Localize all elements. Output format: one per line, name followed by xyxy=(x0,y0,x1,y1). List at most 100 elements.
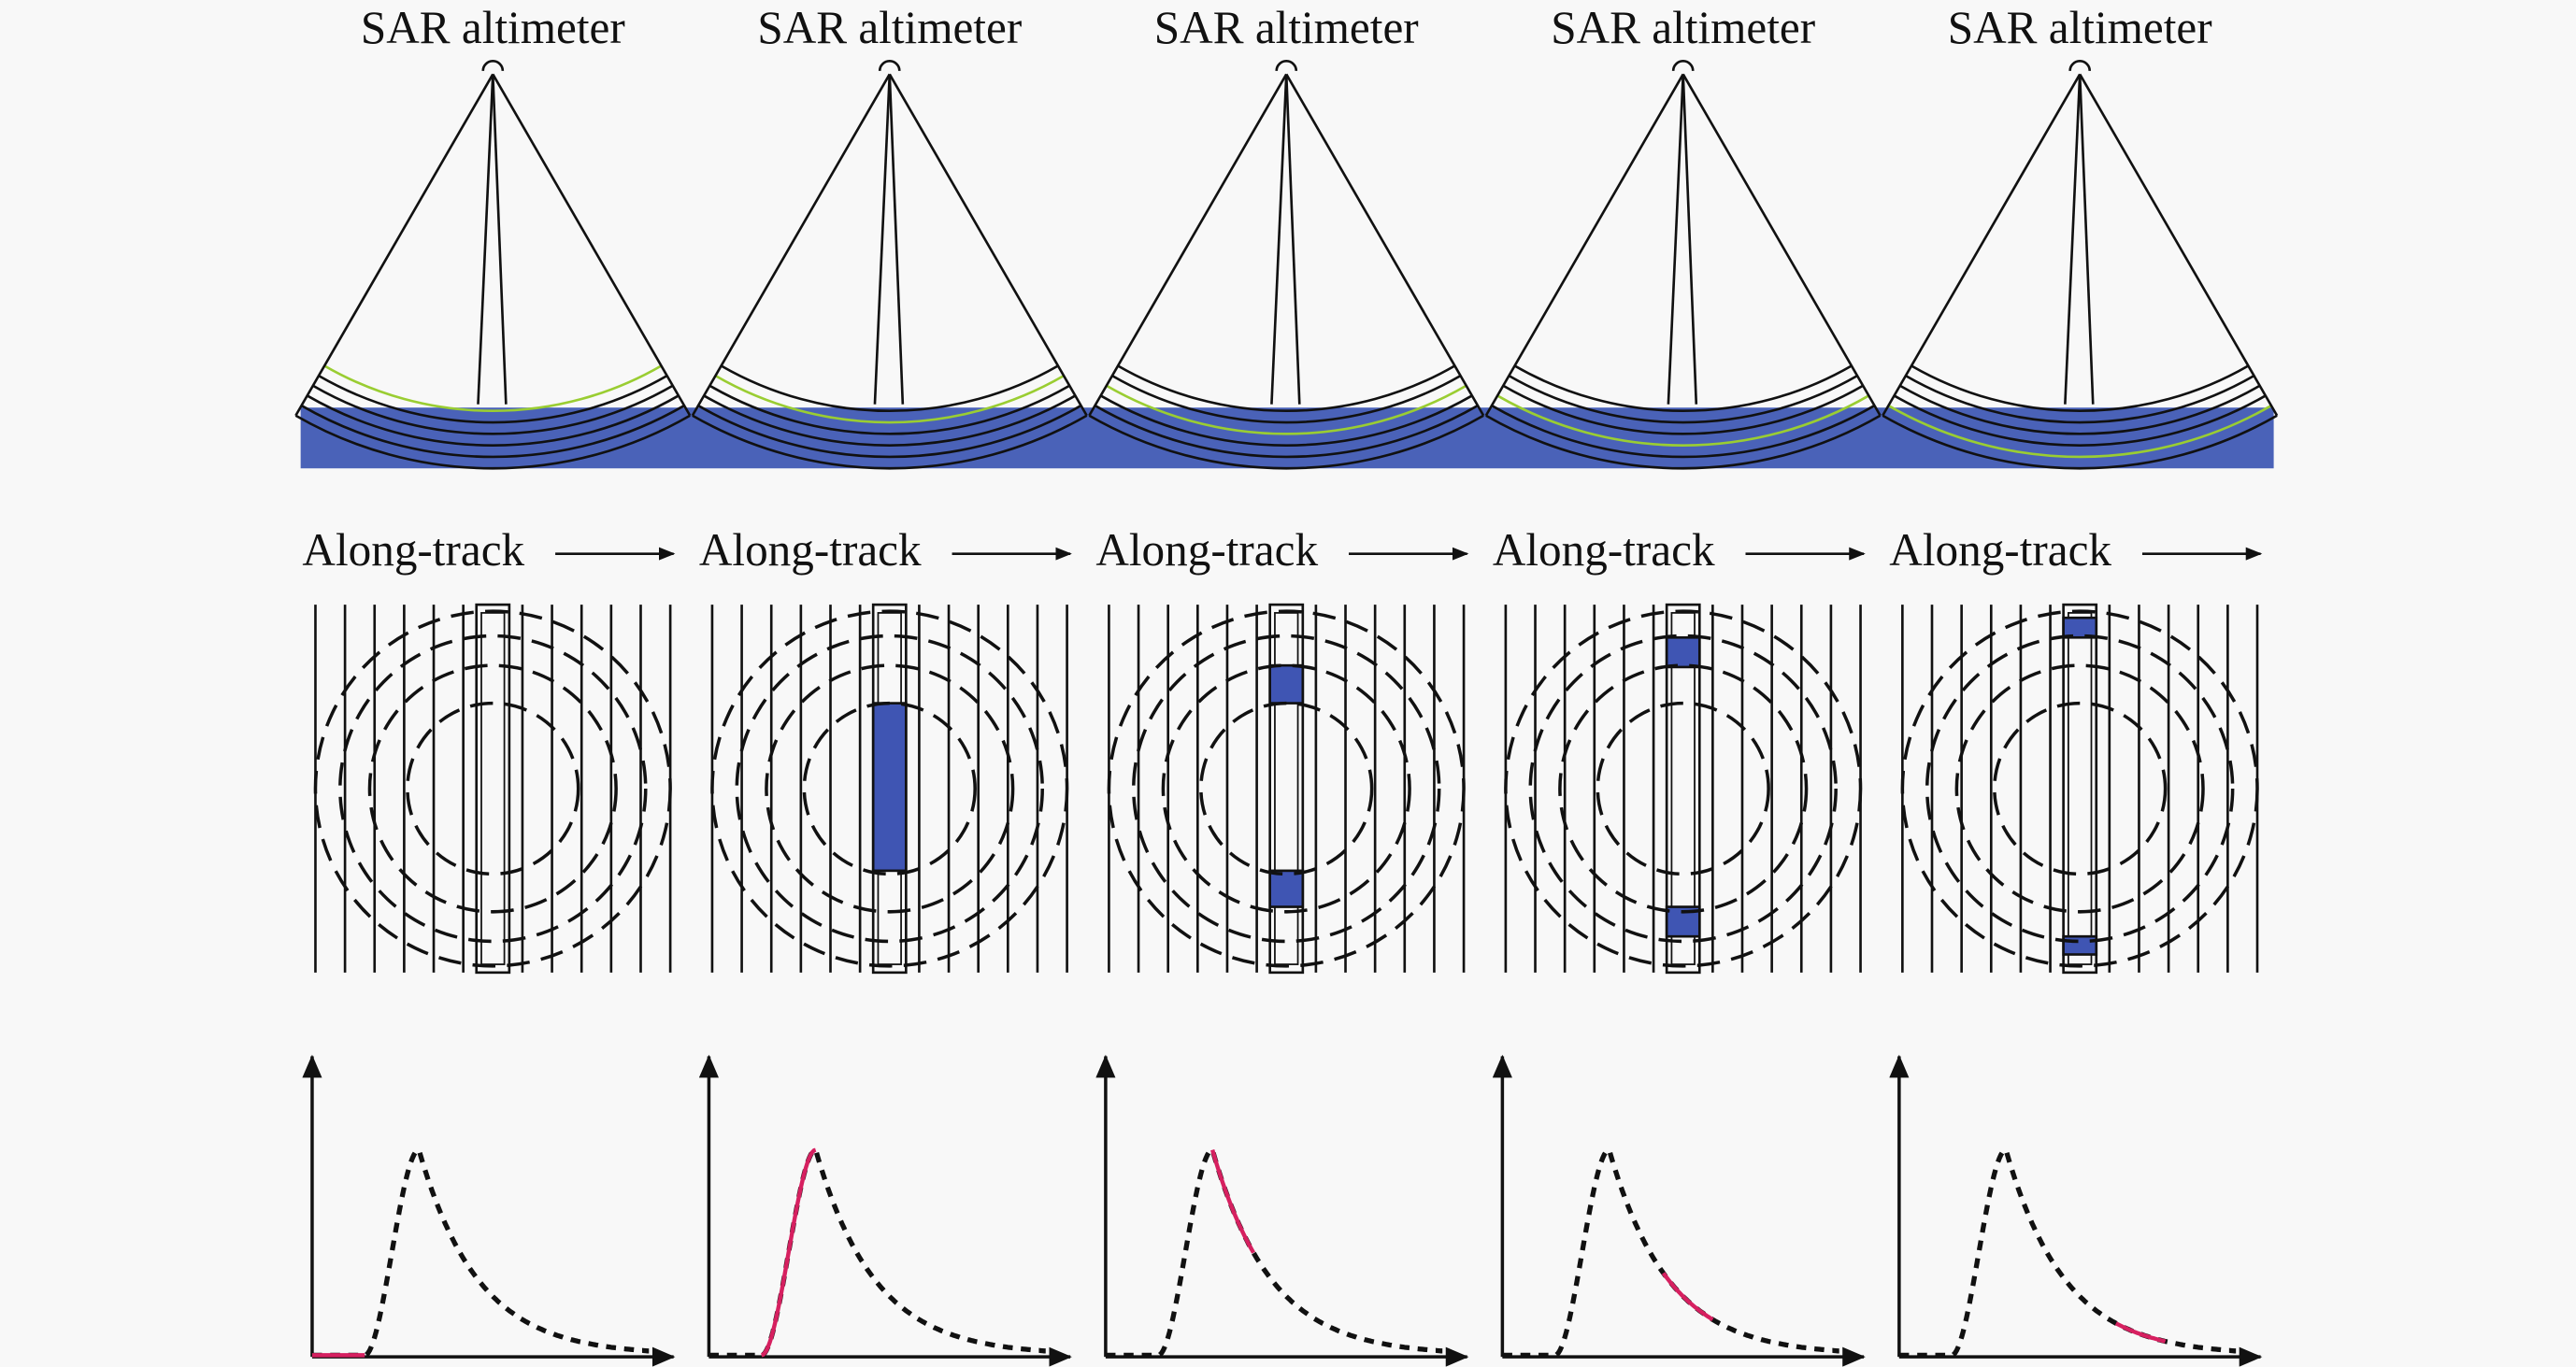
range-ring xyxy=(1132,634,1441,944)
title: SAR altimeter xyxy=(361,2,625,53)
range-ring xyxy=(313,609,672,968)
range-ring xyxy=(1107,609,1466,968)
panel: SAR altimeter Along-track xyxy=(691,2,1088,1367)
waveform-contribution xyxy=(761,1147,817,1358)
range-arc xyxy=(1882,414,2278,470)
beam-edge xyxy=(1285,73,1485,417)
waveform xyxy=(311,1146,650,1359)
range-arc xyxy=(1088,414,1484,470)
beam-edge xyxy=(888,73,1088,417)
range-arc xyxy=(323,364,663,413)
range-ring xyxy=(1900,609,2259,968)
doppler-beam xyxy=(2078,74,2095,405)
range-arc xyxy=(1106,384,1467,435)
range-arc xyxy=(1111,374,1462,424)
range-ring xyxy=(1993,701,2168,876)
panel: SAR altimeter Along-track xyxy=(294,2,692,1367)
range-arc xyxy=(703,394,1077,447)
central-strip xyxy=(1665,603,1701,975)
beam-edge xyxy=(294,73,494,417)
range-ring xyxy=(1199,701,1374,876)
range-ring xyxy=(710,609,1069,968)
panel: SAR altimeter Along-track xyxy=(1088,2,1485,1367)
sea-surface xyxy=(300,407,2274,469)
range-arc xyxy=(1508,374,1858,424)
illuminated-cell xyxy=(1268,663,1305,705)
beam-edge xyxy=(1882,73,2082,417)
antenna xyxy=(481,60,505,72)
range-arc xyxy=(1099,394,1473,447)
doppler-beam xyxy=(1270,74,1288,405)
direction-label: Along-track xyxy=(699,524,922,576)
range-ring xyxy=(1925,634,2235,944)
range-arc xyxy=(1887,404,2272,459)
range-ring xyxy=(1596,701,1770,876)
range-arc xyxy=(300,404,685,459)
range-ring xyxy=(367,663,618,914)
panel: SAR altimeter Along-track xyxy=(1882,2,2279,1367)
range-ring xyxy=(1161,663,1411,914)
beam-edge xyxy=(492,73,692,417)
waveform xyxy=(1898,1146,2237,1359)
antenna xyxy=(2068,60,2092,72)
waveform xyxy=(708,1146,1046,1359)
illuminated-cell xyxy=(871,702,908,873)
doppler-beam xyxy=(888,74,905,405)
range-arc xyxy=(1485,414,1882,470)
range-ring xyxy=(338,634,648,944)
waveform-contribution xyxy=(1210,1149,1256,1254)
central-strip xyxy=(1268,603,1305,975)
range-ring xyxy=(1558,663,1809,914)
range-ring xyxy=(1504,609,1863,968)
illuminated-cell xyxy=(1665,635,1701,669)
doppler-beam xyxy=(2064,74,2082,405)
waveform-contribution xyxy=(2114,1321,2167,1344)
doppler-beam xyxy=(1682,74,1698,405)
illuminated-cell xyxy=(2062,616,2098,639)
range-arc xyxy=(708,384,1070,435)
doppler-beam xyxy=(1284,74,1301,405)
panel: SAR altimeter Along-track xyxy=(1484,2,1882,1367)
range-ring xyxy=(406,701,580,876)
range-ring xyxy=(1954,663,2205,914)
direction-label: Along-track xyxy=(1889,524,2111,576)
beam-edge xyxy=(1088,73,1288,417)
range-arc xyxy=(318,374,668,424)
range-arc xyxy=(307,394,680,447)
range-arc xyxy=(692,414,1088,470)
waveform-contribution xyxy=(1661,1272,1714,1322)
direction-label: Along-track xyxy=(302,524,524,576)
range-ring xyxy=(735,634,1044,944)
antenna xyxy=(1671,60,1695,72)
range-arc xyxy=(312,384,674,435)
direction-label: Along-track xyxy=(1493,524,1715,576)
waveform xyxy=(1105,1146,1443,1359)
range-arc xyxy=(1094,404,1479,459)
central-strip xyxy=(2062,603,2098,975)
title: SAR altimeter xyxy=(1948,2,2212,53)
direction-label: Along-track xyxy=(1095,524,1318,576)
title: SAR altimeter xyxy=(1551,2,1815,53)
range-arc xyxy=(1491,404,1876,459)
range-arc xyxy=(1911,364,2250,413)
beam-edge xyxy=(1484,73,1684,417)
range-arc xyxy=(1513,364,1853,413)
range-arc xyxy=(1893,394,2267,447)
doppler-beam xyxy=(873,74,892,405)
antenna xyxy=(1275,60,1298,72)
range-arc xyxy=(294,414,691,470)
beam-edge xyxy=(1682,73,1882,417)
waveform xyxy=(1502,1146,1839,1359)
range-arc xyxy=(1496,394,1869,447)
illuminated-cell xyxy=(2062,934,2098,956)
range-arc xyxy=(1905,374,2255,424)
range-arc xyxy=(697,404,1082,459)
title: SAR altimeter xyxy=(1154,2,1419,53)
beam-edge xyxy=(2079,73,2279,417)
doppler-beam xyxy=(1667,74,1685,405)
illuminated-cell xyxy=(1268,869,1305,908)
range-ring xyxy=(802,701,977,876)
range-arc xyxy=(1117,364,1456,413)
antenna xyxy=(878,60,901,72)
